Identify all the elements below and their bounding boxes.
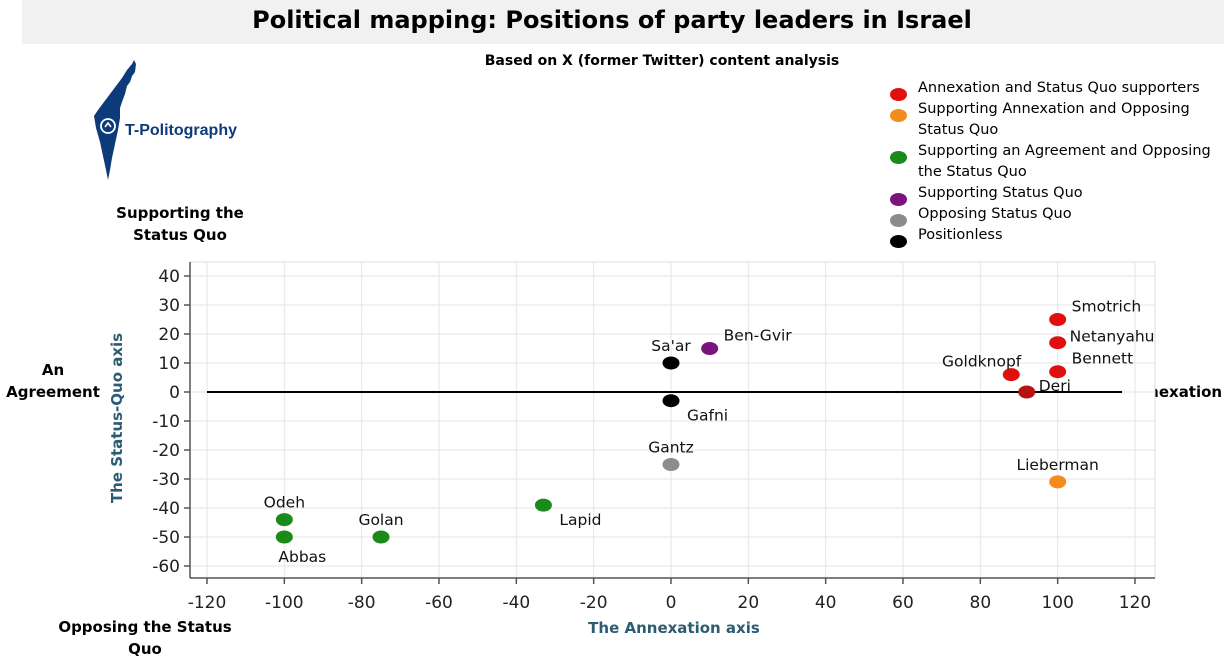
- point-label: Sa'ar: [651, 337, 691, 355]
- x-tick-label: 120: [1119, 593, 1151, 613]
- x-tick-label: -40: [502, 593, 530, 613]
- legend-item: Supporting an Agreement and Opposing the…: [888, 141, 1218, 183]
- y-tick-label: 30: [158, 296, 180, 316]
- chart-title: Political mapping: Positions of party le…: [252, 6, 972, 34]
- point-label: Gafni: [687, 407, 728, 425]
- y-tick-label: -50: [152, 528, 180, 548]
- legend-marker: [890, 193, 907, 206]
- y-tick-label: -20: [152, 441, 180, 461]
- y-tick-label: -10: [152, 412, 180, 432]
- point-label: Deri: [1039, 377, 1071, 395]
- chart-subtitle: Based on X (former Twitter) content anal…: [484, 53, 840, 69]
- x-tick-label: 80: [970, 593, 992, 613]
- y-tick-label: -30: [152, 470, 180, 490]
- data-point: [1049, 365, 1067, 379]
- point-label: Abbas: [278, 548, 326, 566]
- data-point: [1049, 336, 1067, 350]
- point-label: Netanyahu: [1070, 328, 1155, 346]
- x-tick-label: 0: [666, 593, 677, 613]
- legend-label: Annexation and Status Quo supporters: [918, 80, 1200, 96]
- point-label: Golan: [358, 511, 403, 529]
- title-bar: [22, 0, 1224, 44]
- legend-label: Supporting Status Quo: [918, 185, 1083, 201]
- point-label: Lieberman: [1016, 456, 1098, 474]
- legend-label: Opposing Status Quo: [918, 206, 1072, 222]
- y-tick-label: -60: [152, 557, 180, 577]
- data-point: [662, 394, 680, 408]
- logo-text: T-Politography: [125, 122, 237, 139]
- x-axis-label: The Annexation axis: [588, 619, 760, 637]
- y-tick-label: 40: [158, 267, 180, 287]
- x-tick-label: -60: [425, 593, 453, 613]
- legend-label: Supporting Annexation and Opposing Statu…: [918, 101, 1190, 138]
- legend-item: Annexation and Status Quo supporters: [888, 78, 1218, 101]
- point-label: Goldknopf: [942, 353, 1022, 371]
- point-label: Gantz: [648, 439, 694, 457]
- legend-marker: [890, 235, 907, 248]
- point-label: Bennett: [1072, 350, 1134, 368]
- legend-marker: [890, 109, 907, 122]
- data-point: [701, 342, 719, 355]
- x-tick-label: -120: [188, 593, 227, 613]
- point-label: Smotrich: [1072, 298, 1142, 316]
- israel-map-icon: [94, 60, 136, 180]
- legend-item: Positionless: [888, 225, 1218, 248]
- legend-marker: [890, 88, 907, 101]
- legend: Annexation and Status Quo supporters Supp…: [888, 78, 1218, 248]
- label-top-line2: Status Quo: [133, 226, 227, 244]
- data-point: [662, 458, 680, 471]
- y-tick-label: 10: [158, 354, 180, 374]
- data-point: [372, 530, 390, 544]
- x-tick-label: -80: [348, 593, 376, 613]
- y-tick-label: 20: [158, 325, 180, 345]
- point-label: Odeh: [264, 494, 305, 512]
- legend-label: Positionless: [918, 227, 1003, 243]
- data-point: [534, 498, 552, 512]
- x-tick-label: 100: [1041, 593, 1073, 613]
- x-tick-label: 40: [815, 593, 837, 613]
- plot-area: [189, 261, 1156, 579]
- label-opposing-status-quo: Opposing the Status Quo: [50, 616, 240, 660]
- legend-marker: [890, 151, 907, 164]
- label-agreement: An Agreement: [0, 359, 106, 403]
- legend-marker: [890, 214, 907, 227]
- data-point: [1018, 385, 1036, 399]
- point-label: Lapid: [559, 511, 601, 529]
- data-point: [275, 530, 293, 544]
- data-point: [275, 513, 293, 527]
- data-point: [1049, 313, 1067, 326]
- x-tick-label: -20: [580, 593, 608, 613]
- label-bottom-line1: Opposing the Status: [58, 618, 232, 636]
- data-point: [662, 356, 680, 370]
- y-tick-label: 0: [169, 383, 180, 403]
- legend-item: Supporting Annexation and Opposing Statu…: [888, 99, 1218, 141]
- data-point: [1049, 475, 1067, 489]
- legend-item: Opposing Status Quo: [888, 204, 1218, 227]
- label-left-line1: An: [41, 361, 65, 379]
- label-bottom-line2: Quo: [128, 640, 162, 658]
- x-tick-label: 60: [892, 593, 914, 613]
- legend-item: Supporting Status Quo: [888, 183, 1218, 206]
- label-supporting-status-quo: Supporting the Status Quo: [100, 202, 260, 246]
- label-left-line2: Agreement: [6, 383, 100, 401]
- legend-label: Supporting an Agreement and Opposing the…: [918, 143, 1211, 180]
- data-point: [1002, 368, 1020, 382]
- y-tick-label: -40: [152, 499, 180, 519]
- x-tick-label: -100: [265, 593, 304, 613]
- label-top-line1: Supporting the: [116, 204, 244, 222]
- point-label: Ben-Gvir: [724, 327, 793, 345]
- x-tick-label: 20: [738, 593, 760, 613]
